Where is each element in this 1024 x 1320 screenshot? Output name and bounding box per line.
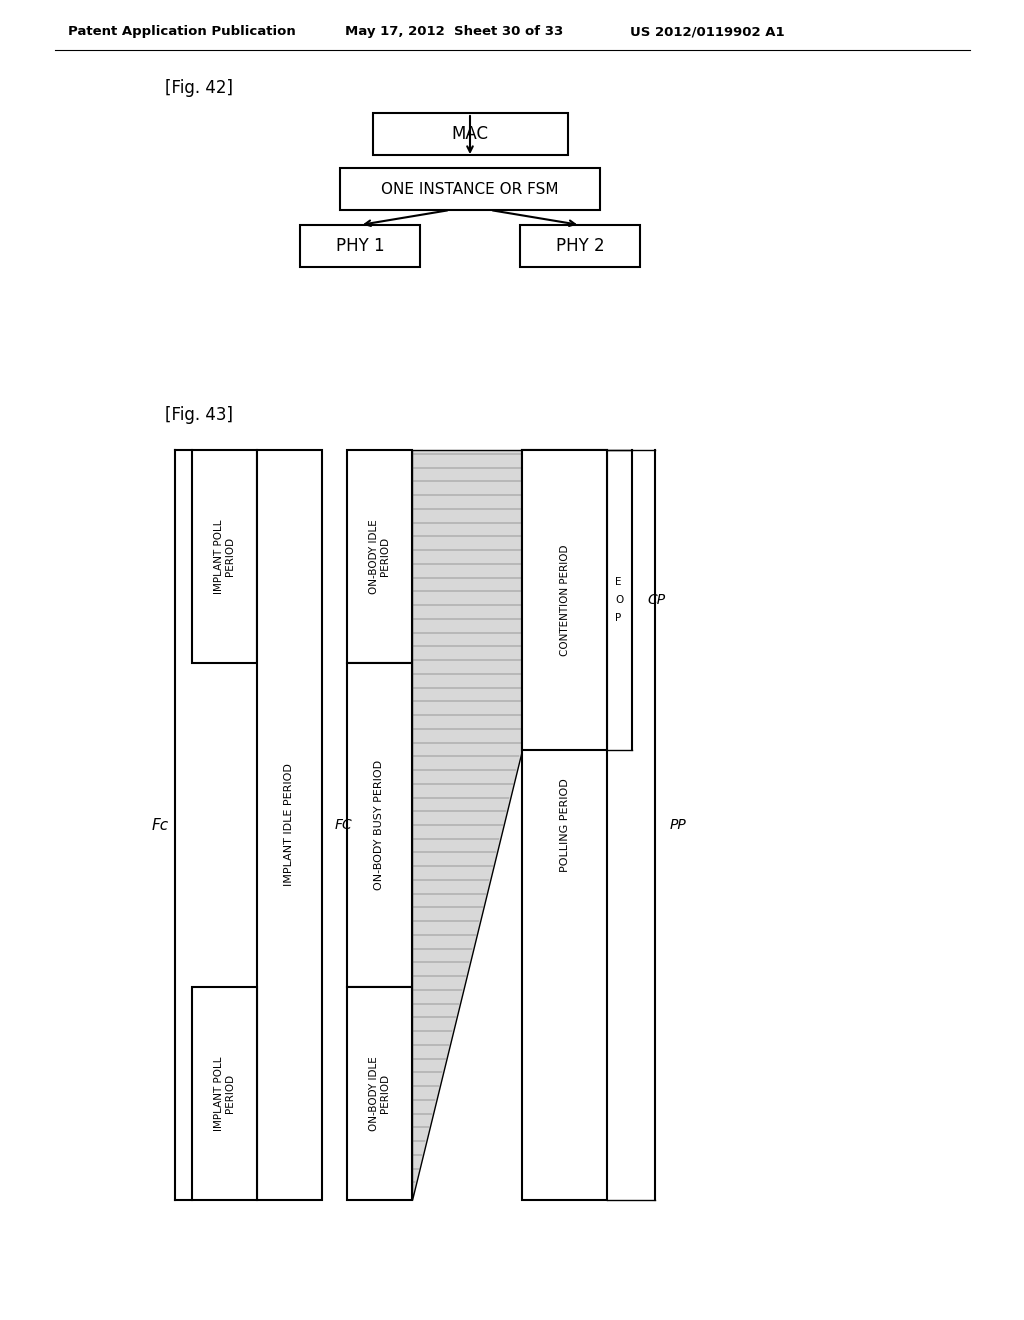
Text: IMPLANT POLL
PERIOD: IMPLANT POLL PERIOD [214, 1056, 236, 1131]
Text: PHY 2: PHY 2 [556, 238, 604, 255]
Text: MAC: MAC [452, 125, 488, 143]
Text: IMPLANT IDLE PERIOD: IMPLANT IDLE PERIOD [285, 763, 295, 887]
Text: CONTENTION PERIOD: CONTENTION PERIOD [559, 544, 569, 656]
FancyBboxPatch shape [522, 450, 607, 1200]
Text: P: P [615, 612, 622, 623]
Text: ON-BODY IDLE
PERIOD: ON-BODY IDLE PERIOD [369, 519, 390, 594]
FancyBboxPatch shape [347, 987, 412, 1200]
FancyBboxPatch shape [193, 987, 257, 1200]
Text: FC: FC [335, 818, 352, 832]
Text: PP: PP [670, 818, 687, 832]
FancyBboxPatch shape [300, 224, 420, 267]
FancyBboxPatch shape [522, 450, 607, 750]
Text: POLLING PERIOD: POLLING PERIOD [559, 777, 569, 873]
Text: IMPLANT POLL
PERIOD: IMPLANT POLL PERIOD [214, 519, 236, 594]
Text: Patent Application Publication: Patent Application Publication [68, 25, 296, 38]
FancyBboxPatch shape [520, 224, 640, 267]
Text: US 2012/0119902 A1: US 2012/0119902 A1 [630, 25, 784, 38]
Text: ONE INSTANCE OR FSM: ONE INSTANCE OR FSM [381, 181, 559, 197]
Text: PHY 1: PHY 1 [336, 238, 384, 255]
Text: CP: CP [647, 593, 666, 607]
Text: O: O [615, 595, 624, 605]
Text: ON-BODY BUSY PERIOD: ON-BODY BUSY PERIOD [375, 760, 384, 890]
FancyBboxPatch shape [347, 450, 412, 663]
FancyBboxPatch shape [257, 450, 322, 1200]
FancyBboxPatch shape [193, 450, 257, 663]
Text: ON-BODY IDLE
PERIOD: ON-BODY IDLE PERIOD [369, 1056, 390, 1131]
Text: E: E [615, 577, 622, 587]
Text: May 17, 2012  Sheet 30 of 33: May 17, 2012 Sheet 30 of 33 [345, 25, 563, 38]
FancyBboxPatch shape [347, 663, 412, 987]
FancyBboxPatch shape [373, 114, 567, 154]
Text: [Fig. 42]: [Fig. 42] [165, 79, 233, 96]
Polygon shape [412, 450, 522, 1200]
Text: Fc: Fc [152, 817, 169, 833]
Text: [Fig. 43]: [Fig. 43] [165, 407, 233, 424]
FancyBboxPatch shape [340, 168, 600, 210]
